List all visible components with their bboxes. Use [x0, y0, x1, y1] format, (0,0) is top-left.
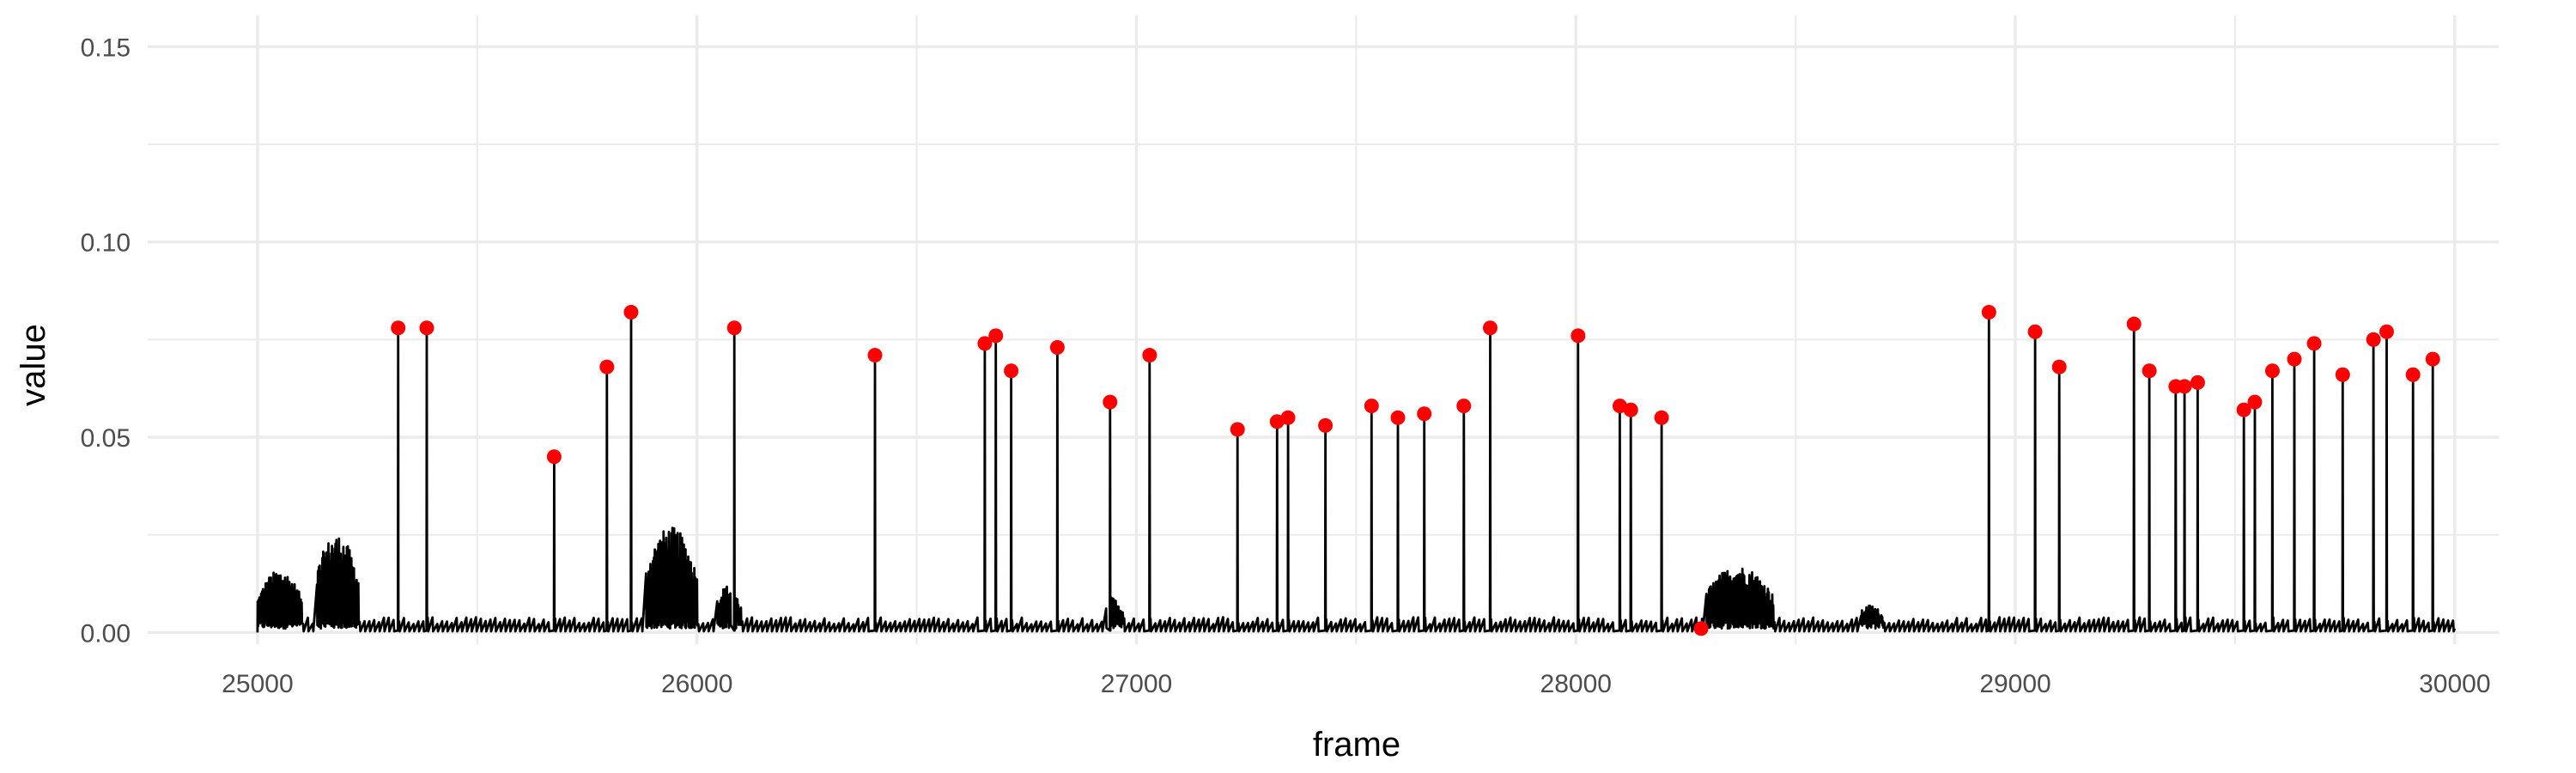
peak-point [391, 320, 406, 336]
peak-point [1693, 621, 1709, 636]
peak-point [2190, 374, 2205, 390]
peak-point [1049, 339, 1065, 355]
y-axis-title: value [15, 324, 52, 406]
peak-point [2425, 351, 2440, 367]
peak-point [2335, 367, 2350, 382]
peak-point [1364, 399, 1379, 414]
peak-point [977, 336, 993, 351]
peak-point [2247, 394, 2263, 410]
x-tick-label: 27000 [1101, 670, 1172, 698]
x-tick-label: 28000 [1540, 670, 1612, 698]
x-axis-title: frame [1313, 726, 1400, 764]
y-tick-label: 0.00 [81, 619, 131, 648]
y-tick-label: 0.10 [81, 229, 131, 258]
x-tick-label: 25000 [222, 670, 293, 698]
peak-point [2287, 351, 2302, 367]
peak-point [2236, 402, 2251, 417]
peak-point [1654, 410, 1669, 425]
peak-point [2142, 363, 2157, 379]
peak-point [1390, 410, 1406, 425]
peak-point [1456, 399, 1472, 414]
peak-point [726, 320, 742, 336]
peak-point [1142, 348, 1157, 363]
peak-point [1004, 363, 1019, 379]
series-line [256, 311, 2457, 633]
x-tick-label: 26000 [661, 670, 732, 698]
peak-point [599, 359, 615, 374]
minor-gridlines [148, 15, 2499, 644]
peak-point [2366, 332, 2381, 347]
peak-point [1981, 305, 1996, 320]
signal-line [256, 311, 2457, 633]
x-tick-label: 30000 [2419, 670, 2490, 698]
peak-points [391, 305, 2440, 636]
y-axis-ticks: 0.00 0.05 0.10 0.15 [81, 33, 131, 648]
x-tick-label: 29000 [1979, 670, 2050, 698]
peak-point [988, 328, 1004, 344]
peak-point [2264, 363, 2280, 379]
peak-point [419, 320, 434, 336]
peak-point [1280, 410, 1296, 425]
peak-point [1623, 402, 1638, 417]
peak-point [2306, 336, 2322, 351]
peak-point [2405, 367, 2421, 382]
peak-point [1571, 328, 1586, 344]
peak-point [867, 348, 883, 363]
peak-point [1103, 394, 1118, 410]
major-gridlines [148, 15, 2499, 644]
peak-point [1482, 320, 1498, 336]
peak-point [2379, 324, 2394, 339]
peak-point [546, 449, 562, 465]
y-tick-label: 0.15 [81, 33, 131, 62]
x-axis-ticks: 25000 26000 27000 28000 29000 30000 [222, 670, 2490, 698]
peak-point [623, 305, 639, 320]
peak-point [1230, 422, 1245, 437]
peak-point [2177, 379, 2192, 394]
peak-point [1417, 406, 1432, 422]
peak-point [2051, 359, 2067, 374]
y-tick-label: 0.05 [81, 424, 131, 453]
peak-point [1269, 414, 1285, 429]
peak-point [2027, 324, 2043, 339]
peak-point [2126, 316, 2142, 332]
peak-point [1612, 399, 1627, 414]
peak-point [1318, 417, 1334, 433]
